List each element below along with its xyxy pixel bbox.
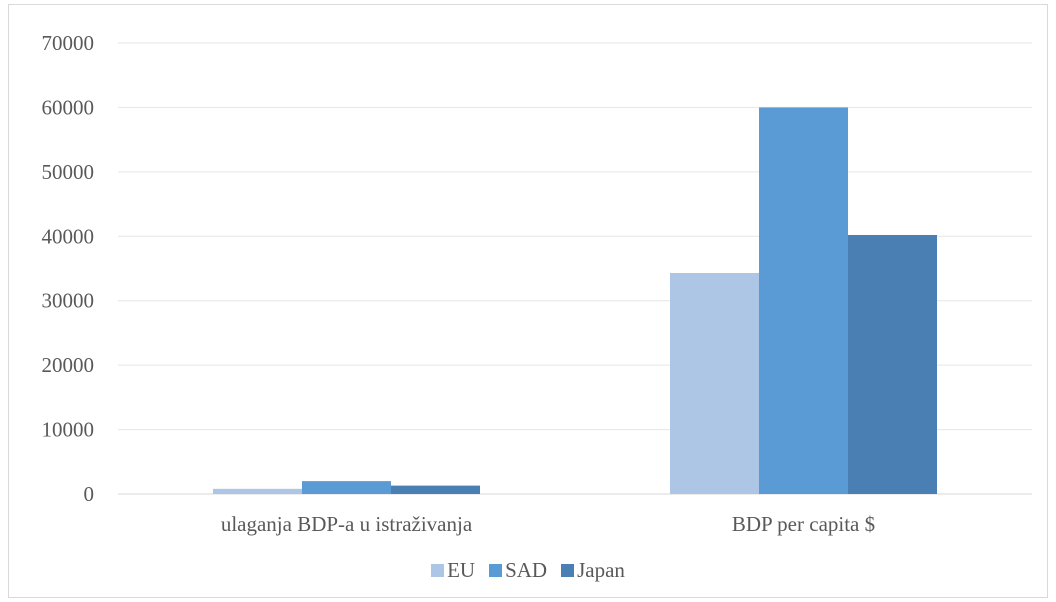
x-category-label: BDP per capita $ xyxy=(732,512,875,536)
legend-swatch xyxy=(489,564,503,577)
legend-item-japan: Japan xyxy=(561,558,625,583)
y-tick-label: 40000 xyxy=(42,224,95,248)
y-tick-label: 20000 xyxy=(42,353,95,377)
legend-item-eu: EU xyxy=(431,558,475,583)
legend-label: EU xyxy=(447,558,476,582)
bar-eu-0 xyxy=(213,488,302,494)
legend-swatch xyxy=(561,564,575,577)
x-axis-categories: ulaganja BDP-a u istraživanja BDP per cap… xyxy=(221,512,875,536)
bar-japan-1 xyxy=(848,234,937,495)
bar-eu-1 xyxy=(670,273,759,494)
legend-swatch xyxy=(431,564,445,577)
y-tick-label: 0 xyxy=(84,482,95,506)
y-tick-label: 60000 xyxy=(42,95,95,119)
y-tick-label: 50000 xyxy=(42,160,95,184)
y-tick-label: 30000 xyxy=(42,289,95,313)
bar-sad-1 xyxy=(759,107,848,494)
y-tick-label: 70000 xyxy=(42,31,95,55)
y-tick-label: 10000 xyxy=(42,418,95,442)
legend-label: Japan xyxy=(577,558,625,582)
legend-label: SAD xyxy=(505,558,548,582)
x-category-label: ulaganja BDP-a u istraživanja xyxy=(221,512,473,536)
bar-chart: 0 10000 20000 30000 40000 50000 60000 70000 ula… xyxy=(42,31,1032,536)
bars xyxy=(213,107,937,495)
bar-sad-0 xyxy=(302,481,391,494)
y-axis-ticks: 0 10000 20000 30000 40000 50000 60000 70000 xyxy=(42,31,95,506)
legend: EU SAD Japan xyxy=(0,558,1056,583)
legend-item-sad: SAD xyxy=(489,558,547,583)
bar-japan-0 xyxy=(391,485,480,494)
